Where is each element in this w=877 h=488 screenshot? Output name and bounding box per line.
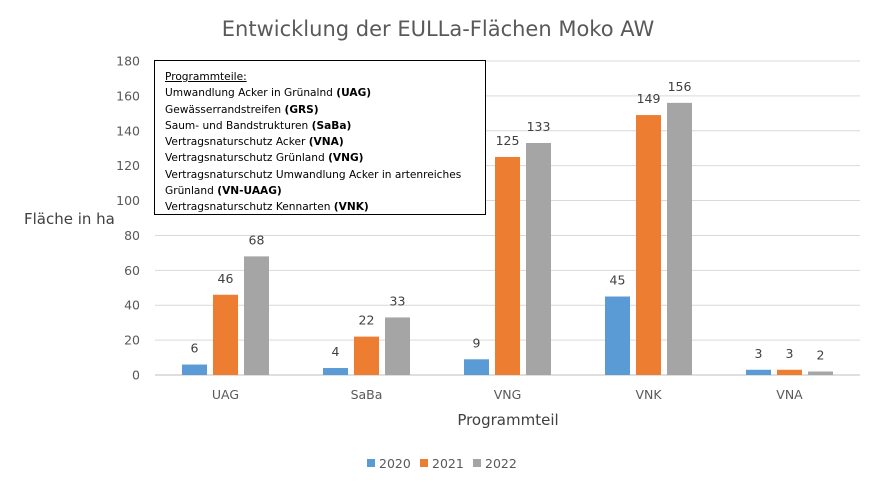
data-label: 46 bbox=[218, 271, 234, 286]
program-legend-heading: Programmteile: bbox=[165, 71, 247, 83]
legend: 2020 2021 2022 bbox=[367, 456, 517, 471]
legend-label: 2020 bbox=[379, 456, 411, 471]
program-legend-line: Vertragsnaturschutz Kennarten (VNK) bbox=[165, 201, 369, 214]
data-label: 2 bbox=[817, 348, 825, 363]
bars bbox=[182, 102, 833, 376]
bar bbox=[182, 364, 207, 375]
x-tick-label: UAG bbox=[212, 387, 239, 402]
x-tick-label: VNA bbox=[776, 387, 803, 402]
data-label: 156 bbox=[668, 79, 692, 94]
bar bbox=[464, 359, 489, 375]
data-label: 9 bbox=[473, 335, 481, 350]
bar bbox=[323, 368, 348, 375]
bar bbox=[777, 369, 802, 375]
bar bbox=[244, 256, 269, 375]
bar bbox=[354, 336, 379, 375]
data-label: 3 bbox=[755, 346, 763, 361]
data-label: 33 bbox=[390, 293, 406, 308]
program-legend-box: Programmteile: Umwandlung Acker in Grüna… bbox=[154, 60, 486, 215]
bar bbox=[636, 115, 661, 376]
bar bbox=[495, 156, 520, 375]
program-legend-line: Vertragsnaturschutz Acker (VNA) bbox=[165, 136, 344, 149]
bar bbox=[213, 294, 238, 375]
legend-label: 2021 bbox=[432, 456, 464, 471]
y-tick-label: 100 bbox=[116, 193, 140, 208]
y-axis-ticks: 0 20 40 60 80 100 120 140 160 180 bbox=[116, 54, 140, 383]
bar bbox=[526, 142, 551, 375]
program-legend-line: Vertragsnaturschutz Grünland (VNG) bbox=[165, 152, 364, 165]
x-tick-label: VNK bbox=[635, 387, 662, 402]
bar bbox=[808, 371, 833, 375]
program-legend-line: Gewässerrandstreifen (GRS) bbox=[165, 103, 319, 116]
data-label: 6 bbox=[191, 341, 199, 356]
program-legend-line: Vertragsnaturschutz Umwandlung Acker in … bbox=[165, 168, 462, 181]
bar bbox=[746, 369, 771, 375]
y-tick-label: 120 bbox=[116, 158, 140, 173]
legend-label: 2022 bbox=[485, 456, 517, 471]
legend-swatch bbox=[420, 459, 428, 467]
program-legend-line: Grünland (VN-UAAG) bbox=[165, 185, 282, 198]
x-tick-label: SaBa bbox=[351, 387, 383, 402]
chart-title: Entwicklung der EULLa-Flächen Moko AW bbox=[222, 17, 655, 41]
x-axis-title: Programmteil bbox=[457, 411, 558, 429]
data-label: 3 bbox=[786, 346, 794, 361]
data-label: 4 bbox=[332, 344, 340, 359]
legend-swatch bbox=[367, 459, 375, 467]
y-tick-label: 180 bbox=[116, 54, 140, 69]
bar bbox=[667, 102, 692, 375]
data-label: 133 bbox=[527, 119, 551, 134]
data-label: 149 bbox=[637, 91, 661, 106]
y-axis-title: Fläche in ha bbox=[24, 210, 115, 228]
y-tick-label: 0 bbox=[132, 368, 140, 383]
data-label: 45 bbox=[610, 273, 626, 288]
y-tick-label: 20 bbox=[124, 333, 140, 348]
legend-swatch bbox=[473, 459, 481, 467]
y-tick-label: 160 bbox=[116, 88, 140, 103]
x-axis-ticks: UAG SaBa VNG VNK VNA bbox=[212, 387, 803, 402]
bar bbox=[385, 317, 410, 375]
y-tick-label: 40 bbox=[124, 298, 140, 313]
bar bbox=[605, 296, 630, 375]
y-tick-label: 60 bbox=[124, 263, 140, 278]
data-label: 68 bbox=[249, 232, 265, 247]
x-tick-label: VNG bbox=[494, 387, 522, 402]
data-label: 125 bbox=[496, 133, 520, 148]
program-legend-line: Saum- und Bandstrukturen (SaBa) bbox=[165, 119, 352, 132]
data-label: 22 bbox=[359, 313, 375, 328]
y-tick-label: 80 bbox=[124, 228, 140, 243]
y-tick-label: 140 bbox=[116, 123, 140, 138]
program-legend-line: Umwandlung Acker in Grünalnd (UAG) bbox=[165, 87, 372, 100]
